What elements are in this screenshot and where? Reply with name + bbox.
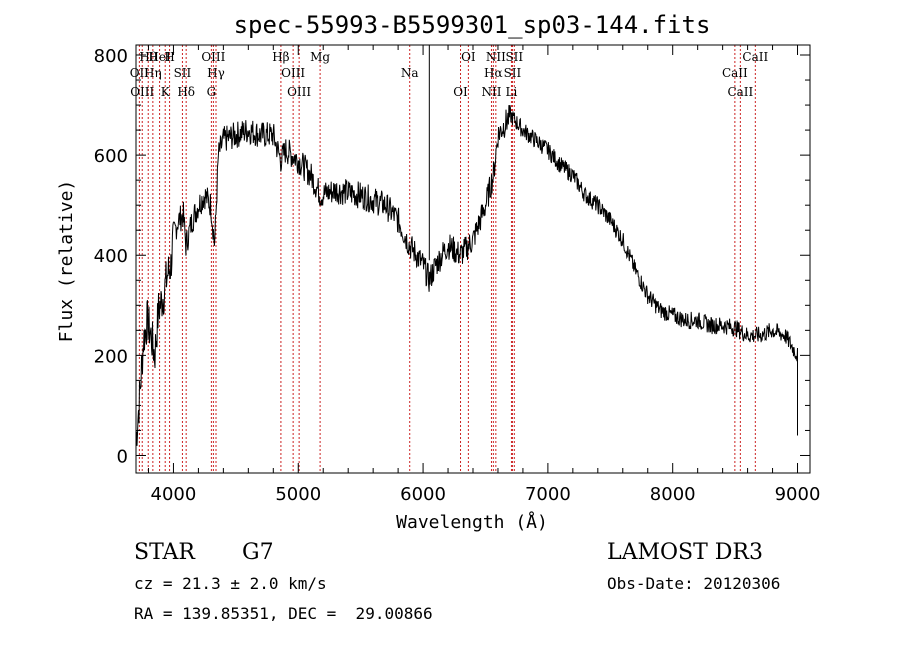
x-tick-label: 7000 bbox=[525, 484, 571, 505]
reference-line-label: SII bbox=[174, 66, 192, 80]
reference-line-label: OIII bbox=[130, 85, 154, 99]
reference-line-label: OIII bbox=[287, 85, 311, 99]
y-tick-label: 200 bbox=[94, 346, 128, 367]
reference-line-label: Hγ bbox=[207, 66, 225, 80]
reference-line-label: HeI bbox=[148, 50, 171, 64]
reference-line-label: CaII bbox=[727, 85, 753, 99]
x-tick-label: 4000 bbox=[151, 484, 197, 505]
reference-line-label: SII bbox=[505, 50, 523, 64]
reference-line-label: OI bbox=[461, 50, 476, 64]
survey-name: LAMOST DR3 bbox=[607, 540, 763, 565]
x-tick-label: 8000 bbox=[650, 484, 696, 505]
plot-frame bbox=[135, 44, 811, 474]
reference-line-label: OIII bbox=[281, 66, 305, 80]
coordinates: RA = 139.85351, DEC = 29.00866 bbox=[134, 604, 433, 623]
x-tick-label: 6000 bbox=[400, 484, 446, 505]
y-tick-label: 600 bbox=[94, 146, 128, 167]
reference-line-label: Na bbox=[401, 66, 419, 80]
reference-line-label: OI bbox=[453, 85, 468, 99]
x-tick-label: 9000 bbox=[775, 484, 821, 505]
reference-line-label: CaII bbox=[742, 50, 768, 64]
reference-line-label: OII bbox=[130, 66, 150, 80]
reference-line-label: Mg bbox=[310, 50, 330, 64]
object-class: STAR bbox=[134, 540, 195, 565]
reference-line-label: Hη bbox=[144, 66, 162, 80]
reference-line-label: G bbox=[207, 85, 217, 99]
y-axis-label: Flux (relative) bbox=[56, 180, 77, 343]
reference-line-label: Hα bbox=[484, 66, 503, 80]
reference-line-label: NII bbox=[486, 50, 506, 64]
spectral-subclass: G7 bbox=[242, 540, 274, 565]
chart-title: spec-55993-B5599301_sp03-144.fits bbox=[234, 11, 711, 39]
reference-line-label: Hδ bbox=[177, 85, 195, 99]
x-tick-label: 5000 bbox=[275, 484, 321, 505]
observation-date: Obs-Date: 20120306 bbox=[607, 574, 781, 593]
reference-line-label: K bbox=[161, 85, 171, 99]
reference-line-label: Hθ bbox=[139, 50, 157, 64]
reference-line-label: H bbox=[164, 50, 174, 64]
y-tick-label: 0 bbox=[117, 446, 128, 467]
y-tick-label: 400 bbox=[94, 246, 128, 267]
x-axis-label: Wavelength (Å) bbox=[396, 511, 548, 533]
reference-line-label: Li bbox=[506, 85, 518, 99]
reference-line-label: NII bbox=[481, 85, 501, 99]
reference-line-label: SII bbox=[504, 66, 522, 80]
reference-line-labels: HθOIIOIIIHeIHηKHSIIHδOIIIHγGHβOIIIOIIIMg… bbox=[130, 50, 769, 99]
redshift-cz: cz = 21.3 ± 2.0 km/s bbox=[134, 574, 327, 593]
reference-line-label: OIII bbox=[201, 50, 225, 64]
x-axis-ticks: 4000 5000 6000 7000 8000 9000 bbox=[147, 45, 821, 505]
spectrum-line bbox=[135, 105, 798, 446]
reference-lines bbox=[138, 45, 756, 473]
y-axis-ticks: 0 200 400 600 800 bbox=[94, 46, 810, 467]
y-tick-label: 800 bbox=[94, 46, 128, 67]
reference-line-label: CaII bbox=[722, 66, 748, 80]
reference-line-label: Hβ bbox=[272, 50, 289, 64]
